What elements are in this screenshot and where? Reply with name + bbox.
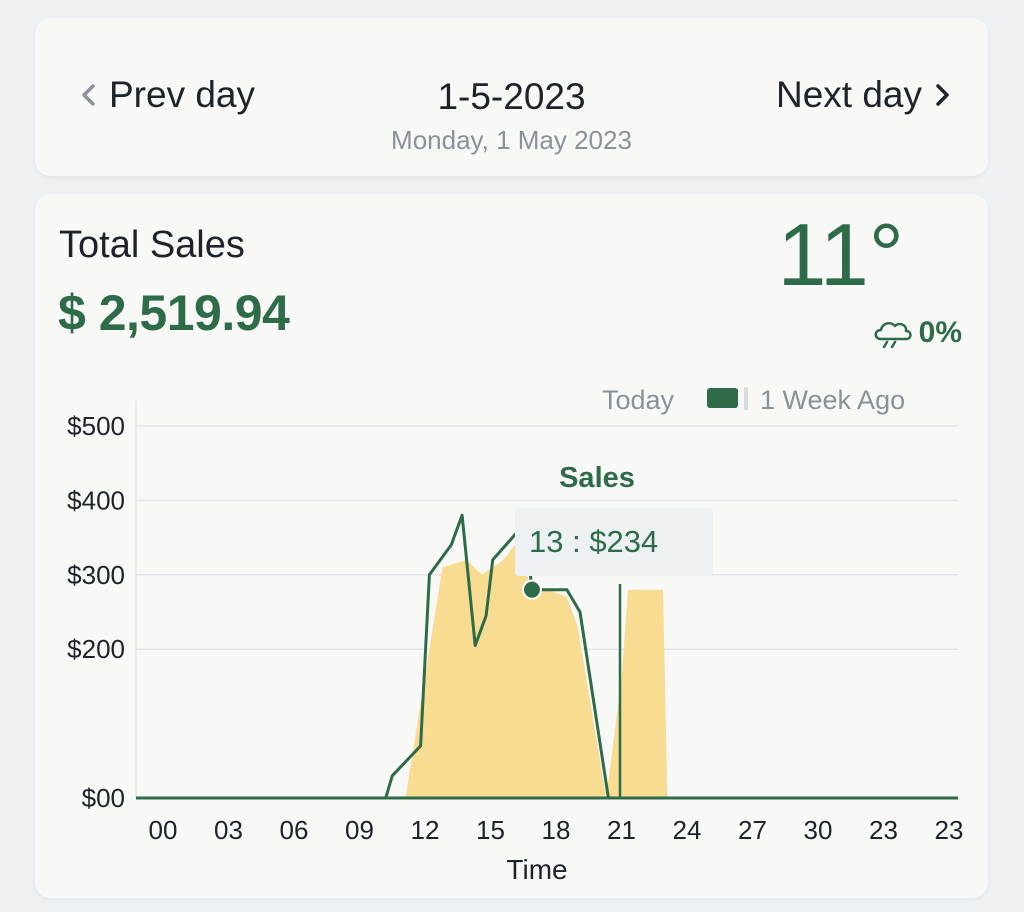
chart-tooltip: Sales 13 : $234: [515, 462, 713, 576]
x-tick-label: 27: [738, 815, 767, 845]
highlight: [521, 579, 622, 798]
next-day-button[interactable]: Next day: [776, 74, 952, 116]
x-tick-label: 24: [673, 815, 702, 845]
x-tick-label: 03: [214, 815, 243, 845]
precipitation-value: 0%: [918, 316, 962, 349]
tooltip-value: 13 : $234: [529, 524, 658, 559]
prev-day-button[interactable]: Prev day: [79, 74, 255, 116]
y-tick-label: $00: [82, 783, 125, 813]
prev-day-label: Prev day: [109, 74, 256, 115]
week-ago-area: [163, 545, 698, 798]
total-sales-value: $ 2,519.94: [58, 285, 290, 341]
temperature: 11°: [777, 205, 904, 304]
x-tick-label: 12: [411, 815, 440, 845]
chevron-left-icon: [82, 84, 95, 106]
cloud-rain-icon: [874, 321, 912, 349]
x-axis-title: Time: [506, 854, 567, 885]
legend-today-label: Today: [602, 385, 675, 415]
highlight-point: [521, 579, 542, 600]
x-tick-label: 21: [607, 815, 636, 845]
precipitation: 0%: [871, 316, 962, 350]
y-tick-label: $500: [67, 411, 125, 441]
legend-swatch: [707, 388, 738, 408]
date-subtitle: Monday, 1 May 2023: [391, 125, 632, 155]
tooltip-title: Sales: [559, 462, 635, 494]
chevron-right-icon: [936, 84, 949, 106]
legend-week-ago-label: 1 Week Ago: [760, 385, 905, 415]
x-tick-label: 06: [280, 815, 309, 845]
x-tick-label: 30: [804, 815, 833, 845]
next-day-label: Next day: [775, 74, 922, 115]
x-tick-label: 23: [935, 815, 964, 845]
tooltip-box: [515, 508, 713, 576]
total-sales-label: Total Sales: [59, 224, 245, 266]
sales-card: Total Sales $ 2,519.94 11° 0% Today 1 We…: [35, 194, 988, 898]
x-tick-label: 18: [542, 815, 571, 845]
date-navigation-card: Prev day 1-5-2023 Next day Monday, 1 May…: [35, 18, 988, 176]
y-tick-label: $200: [67, 634, 125, 664]
today-line: [163, 513, 958, 800]
x-tick-label: 00: [149, 815, 178, 845]
area-series: [163, 545, 698, 798]
line-series: [163, 513, 958, 800]
y-tick-label: $300: [67, 560, 125, 590]
x-axis: 00 03 06 09 12 15 18 21 24 27 30 23 23: [136, 796, 964, 845]
x-tick-label: 09: [345, 815, 374, 845]
chart-legend: Today 1 Week Ago: [602, 385, 905, 415]
x-tick-label: 23: [869, 815, 898, 845]
current-date: 1-5-2023: [437, 76, 586, 117]
x-tick-label: 15: [476, 815, 505, 845]
sales-chart: Today 1 Week Ago $00$200$300$400$500 00 0…: [67, 385, 964, 885]
y-tick-label: $400: [67, 485, 125, 515]
y-axis: $00 $200 $300 $400 $500: [67, 411, 125, 813]
